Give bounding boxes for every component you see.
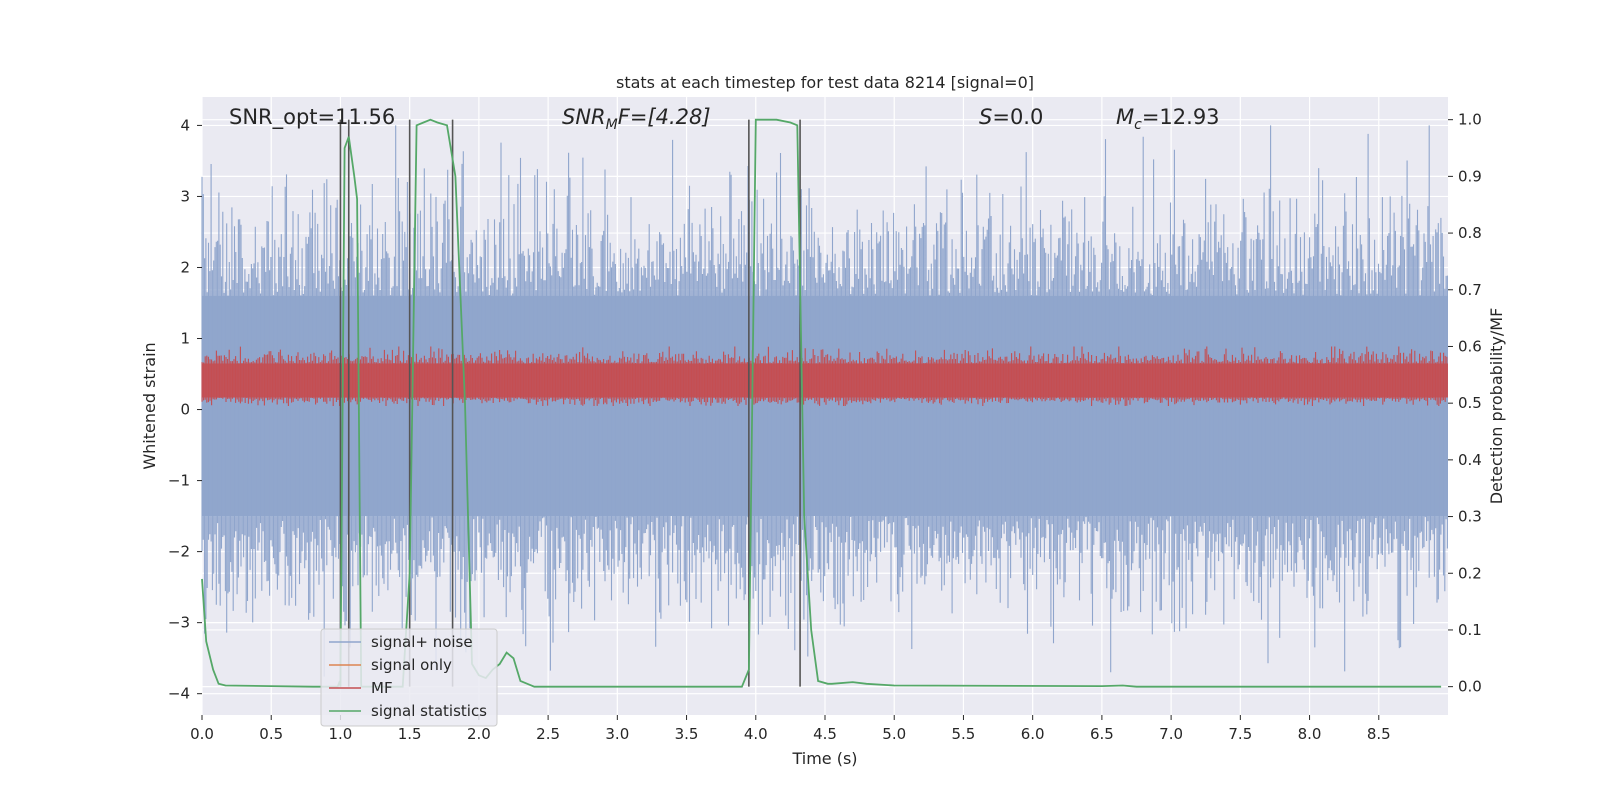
x-tick-label: 5.5 [952,725,976,743]
annotation-snr-mf-base: SNR [562,105,606,129]
x-tick-label: 6.0 [1021,725,1045,743]
y-left-tick-label: −2 [168,543,190,561]
x-tick-label: 5.0 [882,725,906,743]
legend-label-mf: MF [371,679,393,697]
annotation-s-rest: =0.0 [992,105,1043,129]
x-tick-label: 1.0 [329,725,353,743]
annotation-snr-mf-rest: F=[4.28] [618,105,711,129]
annotation-snr-opt: SNR_opt=11.56 [229,105,395,130]
y-right-tick-label: 0.4 [1458,451,1482,469]
annotation-mc-rest: =12.93 [1142,105,1220,129]
annotation-s-base: S [979,105,992,129]
y-left-tick-label: −4 [168,685,190,703]
mf-trace [201,346,1448,406]
x-tick-label: 6.5 [1090,725,1114,743]
y-right-tick-label: 1.0 [1458,111,1482,129]
annotation-snr-mf-sub: M [606,117,618,133]
x-tick-label: 2.5 [536,725,560,743]
legend-box [320,628,498,727]
annotation-mc-sub: c [1134,117,1142,133]
annotation-mc-base: M [1116,105,1134,129]
y-right-tick-label: 0.5 [1458,394,1482,412]
legend: signal+ noise signal only MF signal stat… [320,628,498,727]
y-left-tick-label: 1 [180,330,190,348]
y-left-tick-label: −3 [168,614,190,632]
y-right-tick-label: 0.1 [1458,621,1482,639]
annotation-snr-mf: SNRMF=[4.28] [562,105,711,133]
legend-label-signal-only: signal only [371,656,452,674]
annotation-s: S=0.0 [979,105,1043,129]
y-right-tick-label: 0.9 [1458,167,1482,185]
y-right-tick-label: 0.0 [1458,678,1482,696]
x-tick-label: 7.5 [1228,725,1252,743]
x-tick-label: 1.5 [398,725,422,743]
x-tick-label: 4.5 [813,725,837,743]
y-axis-label-right: Detection probability/MF [1487,308,1506,505]
x-tick-label: 2.0 [467,725,491,743]
axis-ticks: 0.0 0.5 1.0 1.5 2.0 2.5 3.0 3.5 4.0 4.5 5.0 5.5 6.0 6… [168,111,1482,743]
legend-label-signal-noise: signal+ noise [371,633,473,651]
x-tick-label: 8.5 [1367,725,1391,743]
y-left-tick-label: 4 [180,116,190,134]
x-tick-label: 0.5 [259,725,283,743]
y-left-tick-label: 0 [180,401,190,419]
x-tick-label: 3.0 [605,725,629,743]
x-tick-label: 7.0 [1159,725,1183,743]
annotation-mc: Mc=12.93 [1116,105,1220,133]
x-axis-label: Time (s) [791,749,857,768]
legend-label-signal-statistics: signal statistics [371,702,487,720]
x-tick-label: 3.5 [675,725,699,743]
chart-title: stats at each timestep for test data 821… [616,73,1034,92]
y-left-tick-label: −1 [168,472,190,490]
y-right-tick-label: 0.8 [1458,224,1482,242]
y-right-tick-label: 0.7 [1458,281,1482,299]
x-tick-label: 4.0 [744,725,768,743]
y-right-tick-label: 0.2 [1458,564,1482,582]
y-left-tick-label: 3 [180,187,190,205]
y-right-tick-label: 0.6 [1458,337,1482,355]
x-tick-label: 8.0 [1298,725,1322,743]
y-right-tick-label: 0.3 [1458,508,1482,526]
y-left-tick-label: 2 [180,258,190,276]
y-axis-label-left: Whitened strain [140,342,159,469]
x-tick-label: 0.0 [190,725,214,743]
